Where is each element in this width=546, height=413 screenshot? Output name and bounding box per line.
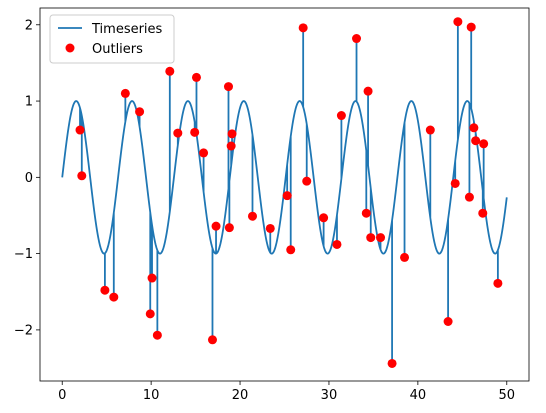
outlier-point (191, 72, 201, 82)
outlier-point (100, 285, 110, 295)
outlier-point (336, 111, 346, 121)
outlier-point (479, 139, 489, 149)
y-axis: −2 −1 0 1 2 (14, 18, 40, 338)
outlier-point (493, 278, 503, 288)
y-tick-label: 0 (25, 171, 33, 186)
outlier-point (152, 330, 162, 340)
legend-frame (49, 14, 175, 64)
x-tick-label: 10 (143, 388, 160, 403)
outlier-point (227, 129, 237, 139)
y-tick-label: 2 (25, 18, 33, 33)
outlier-point (319, 213, 329, 223)
x-tick-label: 50 (498, 388, 515, 403)
outlier-point (190, 127, 200, 137)
x-tick-label: 30 (321, 388, 338, 403)
outlier-point (443, 317, 453, 326)
plot-area (61, 17, 508, 368)
outlier-point (147, 273, 157, 283)
y-tick-label: −2 (14, 323, 33, 338)
outlier-point (223, 82, 233, 92)
timeseries-line (61, 20, 508, 365)
outlier-point (450, 178, 460, 188)
outlier-point (471, 136, 481, 146)
x-tick-label: 20 (232, 388, 249, 403)
outlier-point (226, 141, 236, 151)
outlier-point (376, 233, 386, 243)
outlier-point (332, 239, 342, 249)
outlier-point (75, 125, 85, 135)
legend-label-timeseries: Timeseries (91, 22, 163, 37)
x-axis: 0 10 20 30 40 50 (58, 381, 515, 403)
legend-marker-swatch (65, 43, 75, 53)
outlier-point (173, 128, 183, 138)
outlier-point (464, 192, 474, 202)
legend-label-outliers: Outliers (92, 42, 143, 57)
outlier-point (145, 309, 155, 319)
y-tick-label: 1 (25, 95, 33, 110)
outlier-point (282, 191, 292, 201)
outlier-point (165, 66, 175, 76)
outlier-point (363, 86, 373, 96)
y-tick-label: −1 (14, 247, 33, 262)
axes-frame (39, 7, 530, 382)
outlier-point (400, 252, 410, 262)
outlier-point (207, 335, 217, 345)
outlier-point (224, 223, 234, 233)
outlier-point (211, 221, 221, 231)
x-tick-label: 40 (410, 388, 427, 403)
outlier-point (466, 22, 476, 32)
outlier-point (265, 223, 275, 233)
outlier-point (120, 88, 130, 98)
outlier-point (387, 358, 397, 368)
outlier-point (361, 208, 371, 218)
outlier-point (366, 233, 376, 243)
outlier-point (425, 125, 435, 135)
outlier-point (302, 176, 312, 186)
outlier-point (247, 211, 257, 221)
outlier-point (478, 208, 488, 218)
x-tick-label: 0 (58, 388, 66, 403)
outlier-point (469, 123, 479, 133)
outlier-point (298, 23, 308, 33)
outlier-point (453, 17, 463, 27)
outlier-point (199, 148, 209, 158)
legend: Timeseries Outliers (49, 14, 175, 64)
outlier-point (77, 171, 87, 181)
outlier-point (109, 292, 119, 302)
outlier-point (352, 34, 362, 44)
outlier-point (135, 107, 145, 117)
outlier-point (286, 245, 296, 255)
